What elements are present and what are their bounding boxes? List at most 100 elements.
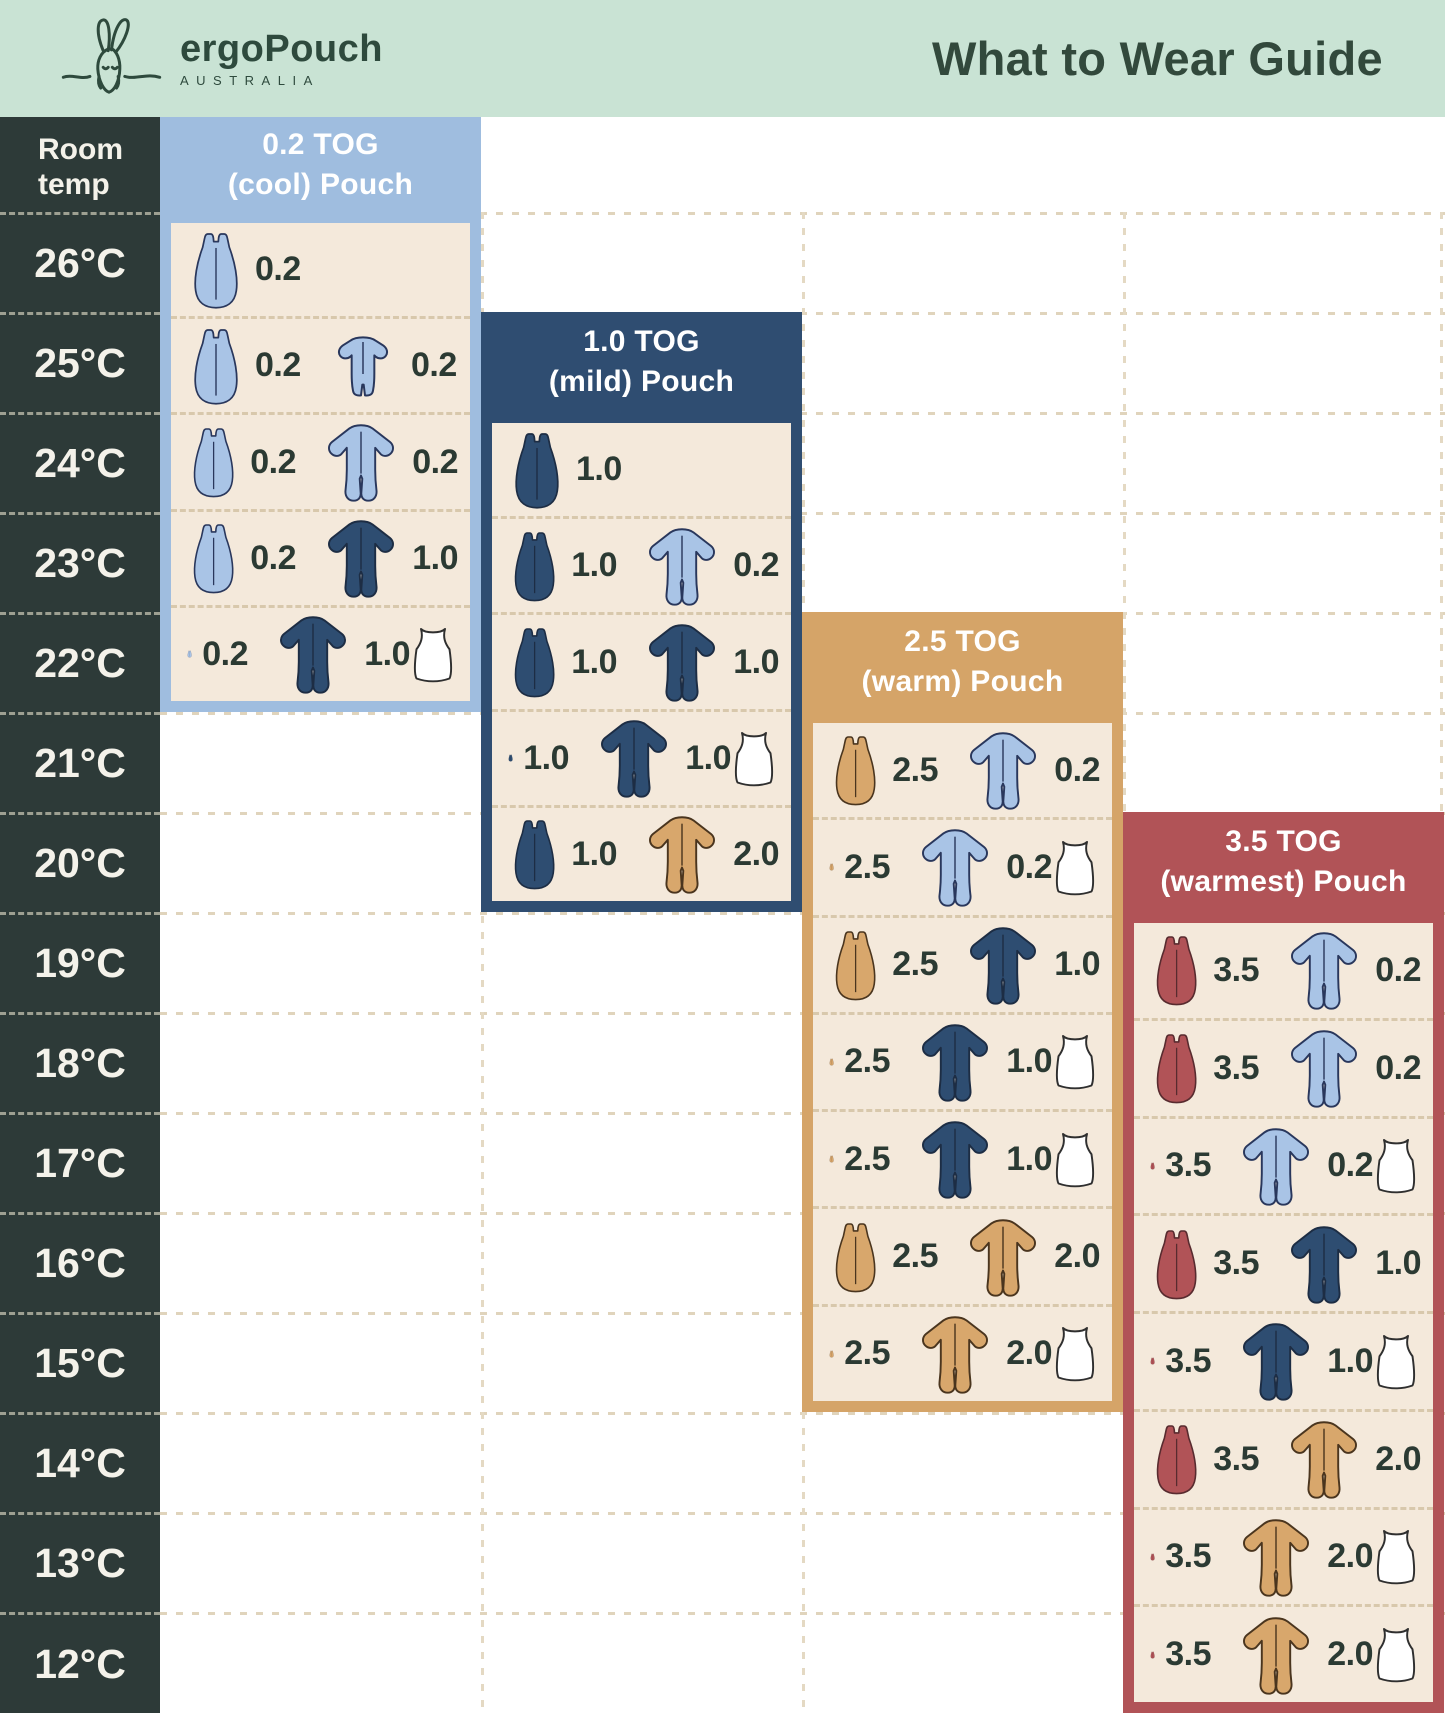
- pouch-tog-value: 3.5: [1213, 950, 1259, 989]
- singlet-icon: [1055, 1327, 1095, 1382]
- onesie-icon: [970, 926, 1037, 1005]
- pouch-tog-value: 3.5: [1213, 1048, 1259, 1087]
- garment-tog-value: 0.2: [1327, 1146, 1373, 1185]
- singlet-icon: [1376, 1530, 1416, 1585]
- onesie-icon: [1243, 1616, 1310, 1695]
- app-header: ergoPouch AUSTRALIA What to Wear Guide: [0, 0, 1445, 117]
- pouch-tog-value: 2.5: [892, 1237, 938, 1276]
- pouch-tog-value: 1.0: [576, 450, 622, 489]
- onesie-icon: [1243, 1519, 1310, 1597]
- garment-icon-wrap: [1283, 930, 1365, 1011]
- guide-row-cool-23°C: 0.2 1.0: [171, 508, 470, 605]
- temp-column-header: Room temp: [38, 133, 123, 201]
- garment-tog-value: 1.0: [733, 642, 779, 681]
- temp-label: 23°C: [0, 512, 160, 612]
- pouch-tog-value: 0.2: [202, 634, 248, 673]
- temp-column: Room temp 26°C 25°C 24°C 23°C 22°C 21°C 20°C 19…: [0, 117, 160, 1713]
- pouch-tog-value: 2.5: [844, 847, 890, 886]
- garment-tog-value: 2.0: [733, 834, 779, 873]
- onesie-icon: [970, 1218, 1037, 1297]
- pouch-tog-value: 2.5: [844, 1334, 890, 1373]
- singlet-wrap: [1373, 1137, 1419, 1194]
- garment-tog-value: 1.0: [685, 738, 731, 777]
- garment-tog-value: 2.0: [1327, 1635, 1373, 1674]
- pouch-tog-value: 0.2: [255, 250, 301, 289]
- pouch-icon: [514, 531, 555, 602]
- garment-icon-wrap: [1235, 1615, 1317, 1695]
- pouch-icon: [194, 328, 238, 405]
- pouch-icon: [829, 1155, 834, 1163]
- onesie-icon: [1243, 1323, 1310, 1402]
- garment-icon-wrap: [1283, 1419, 1365, 1499]
- singlet-wrap: [1373, 1626, 1419, 1683]
- onesie-icon: [1291, 1421, 1358, 1499]
- singlet-icon: [1055, 840, 1095, 896]
- garment-tog-value: 0.2: [1375, 1048, 1421, 1087]
- guide-row-warmest-17°C: 3.5 0.2: [1134, 1115, 1433, 1214]
- garment-icon-wrap: [962, 1217, 1044, 1297]
- onesie-icon: [922, 829, 989, 908]
- singlet-icon: [1055, 1035, 1095, 1090]
- pouch-icon: [829, 864, 834, 871]
- garment-icon-wrap: [1283, 1028, 1365, 1108]
- guide-row-cool-25°C: 0.2 0.2: [171, 316, 470, 412]
- guide-row-warmest-19°C: 3.5 0.2: [1134, 923, 1433, 1018]
- garment-icon-wrap: [1235, 1517, 1317, 1597]
- onesie-icon: [649, 528, 716, 606]
- singlet-wrap: [1052, 839, 1098, 896]
- garment-icon-wrap: [1283, 1224, 1365, 1304]
- temp-label: 15°C: [0, 1312, 160, 1412]
- brand-logo: ergoPouch AUSTRALIA: [60, 11, 383, 107]
- pouch-tog-value: 2.5: [844, 1042, 890, 1081]
- garment-icon-wrap: [962, 730, 1044, 810]
- guide-row-cool-24°C: 0.2 0.2: [171, 412, 470, 508]
- pouch-tog-value: 2.5: [892, 750, 938, 789]
- pouch-icon: [1156, 1229, 1197, 1300]
- garment-icon-wrap: [914, 1022, 996, 1102]
- pouch-icon: [1150, 1358, 1155, 1365]
- onesie-icon: [280, 616, 347, 695]
- singlet-icon: [734, 731, 774, 786]
- onesie-icon: [1291, 1225, 1358, 1304]
- onesie-icon: [649, 624, 716, 702]
- temp-label: 20°C: [0, 812, 160, 912]
- pouch-icon: [1156, 936, 1197, 1006]
- column-header-mild: 1.0 TOG (mild) Pouch: [481, 312, 802, 412]
- singlet-wrap: [1052, 1325, 1098, 1382]
- garment-icon-wrap: [962, 925, 1044, 1005]
- temp-label: 24°C: [0, 412, 160, 512]
- garment-icon-wrap: [320, 518, 402, 598]
- garment-tog-value: 1.0: [1054, 945, 1100, 984]
- pouch-icon: [835, 930, 876, 1001]
- garment-icon-wrap: [1235, 1321, 1317, 1402]
- temp-label: 16°C: [0, 1212, 160, 1312]
- pouch-icon: [829, 1350, 834, 1358]
- pouch-icon: [1150, 1162, 1155, 1170]
- temp-label: 22°C: [0, 612, 160, 712]
- column-header-warmest: 3.5 TOG (warmest) Pouch: [1123, 812, 1444, 912]
- pouch-tog-value: 1.0: [571, 834, 617, 873]
- temp-label: 25°C: [0, 312, 160, 412]
- brand-text: ergoPouch AUSTRALIA: [180, 30, 383, 87]
- pouch-icon: [193, 428, 234, 498]
- temp-label: 17°C: [0, 1112, 160, 1212]
- garment-icon-wrap: [914, 827, 996, 908]
- garment-icon-wrap: [272, 614, 354, 695]
- singlet-icon: [413, 627, 453, 683]
- garment-tog-value: 2.0: [1327, 1537, 1373, 1576]
- pouch-icon: [835, 1222, 876, 1292]
- pouch-icon: [1150, 1553, 1155, 1561]
- garment-tog-value: 0.2: [1006, 847, 1052, 886]
- temp-label: 21°C: [0, 712, 160, 812]
- guide-row-warm-19°C: 2.5 1.0: [813, 914, 1112, 1012]
- onesie-icon: [922, 1121, 989, 1199]
- column-body-warm: 2.5 0.2 2.5 0.2 2.5 1.0 2.5 1.0 2.5 1.0 …: [802, 712, 1123, 1412]
- pouch-icon: [187, 651, 192, 658]
- brand-name: ergoPouch: [180, 28, 383, 70]
- singlet-icon: [1376, 1334, 1416, 1390]
- guide-row-mild-23°C: 1.0 0.2: [492, 516, 791, 612]
- onesie-icon: [970, 732, 1037, 810]
- onesie-icon: [922, 1024, 989, 1102]
- onesie-icon: [1291, 932, 1358, 1011]
